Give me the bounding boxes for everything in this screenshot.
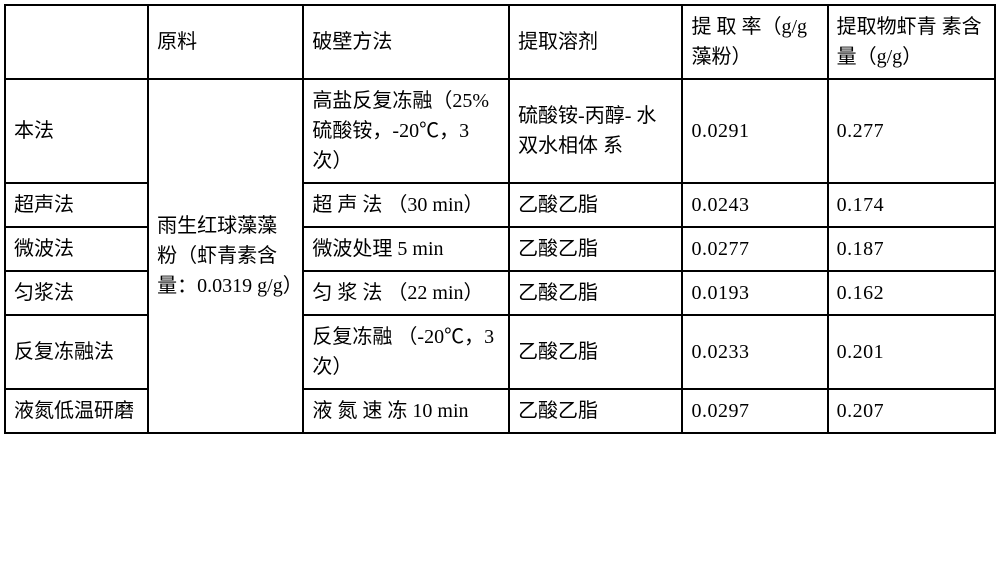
header-solvent: 提取溶剂	[509, 5, 682, 79]
cell-content: 0.162	[828, 271, 995, 315]
comparison-table: 原料 破壁方法 提取溶剂 提 取 率（g/g 藻粉） 提取物虾青 素含量（g/g…	[4, 4, 996, 434]
cell-solvent: 乙酸乙脂	[509, 389, 682, 433]
cell-solvent: 乙酸乙脂	[509, 271, 682, 315]
header-yield: 提 取 率（g/g 藻粉）	[682, 5, 827, 79]
cell-yield: 0.0291	[682, 79, 827, 183]
cell-wallbreak: 匀 浆 法 （22 min）	[303, 271, 509, 315]
table-header-row: 原料 破壁方法 提取溶剂 提 取 率（g/g 藻粉） 提取物虾青 素含量（g/g…	[5, 5, 995, 79]
cell-solvent: 乙酸乙脂	[509, 183, 682, 227]
cell-content: 0.174	[828, 183, 995, 227]
cell-method: 匀浆法	[5, 271, 148, 315]
cell-yield: 0.0233	[682, 315, 827, 389]
cell-content: 0.277	[828, 79, 995, 183]
cell-yield: 0.0297	[682, 389, 827, 433]
cell-wallbreak: 超 声 法 （30 min）	[303, 183, 509, 227]
cell-wallbreak: 反复冻融 （-20℃，3 次）	[303, 315, 509, 389]
header-blank	[5, 5, 148, 79]
cell-yield: 0.0193	[682, 271, 827, 315]
table-row: 本法 雨生红球藻藻粉（虾青素含量：0.0319 g/g） 高盐反复冻融（25%硫…	[5, 79, 995, 183]
cell-content: 0.207	[828, 389, 995, 433]
cell-yield: 0.0277	[682, 227, 827, 271]
cell-method: 微波法	[5, 227, 148, 271]
cell-content: 0.187	[828, 227, 995, 271]
cell-wallbreak: 液 氮 速 冻 10 min	[303, 389, 509, 433]
cell-method: 超声法	[5, 183, 148, 227]
cell-method: 本法	[5, 79, 148, 183]
header-content: 提取物虾青 素含量（g/g）	[828, 5, 995, 79]
header-raw: 原料	[148, 5, 303, 79]
cell-raw-material: 雨生红球藻藻粉（虾青素含量：0.0319 g/g）	[148, 79, 303, 433]
cell-yield: 0.0243	[682, 183, 827, 227]
cell-content: 0.201	[828, 315, 995, 389]
cell-method: 反复冻融法	[5, 315, 148, 389]
cell-solvent: 硫酸铵-丙醇- 水双水相体 系	[509, 79, 682, 183]
cell-wallbreak: 微波处理 5 min	[303, 227, 509, 271]
cell-solvent: 乙酸乙脂	[509, 227, 682, 271]
cell-method: 液氮低温研磨	[5, 389, 148, 433]
cell-solvent: 乙酸乙脂	[509, 315, 682, 389]
cell-wallbreak: 高盐反复冻融（25%硫酸铵，-20℃，3 次）	[303, 79, 509, 183]
header-wallbreak: 破壁方法	[303, 5, 509, 79]
